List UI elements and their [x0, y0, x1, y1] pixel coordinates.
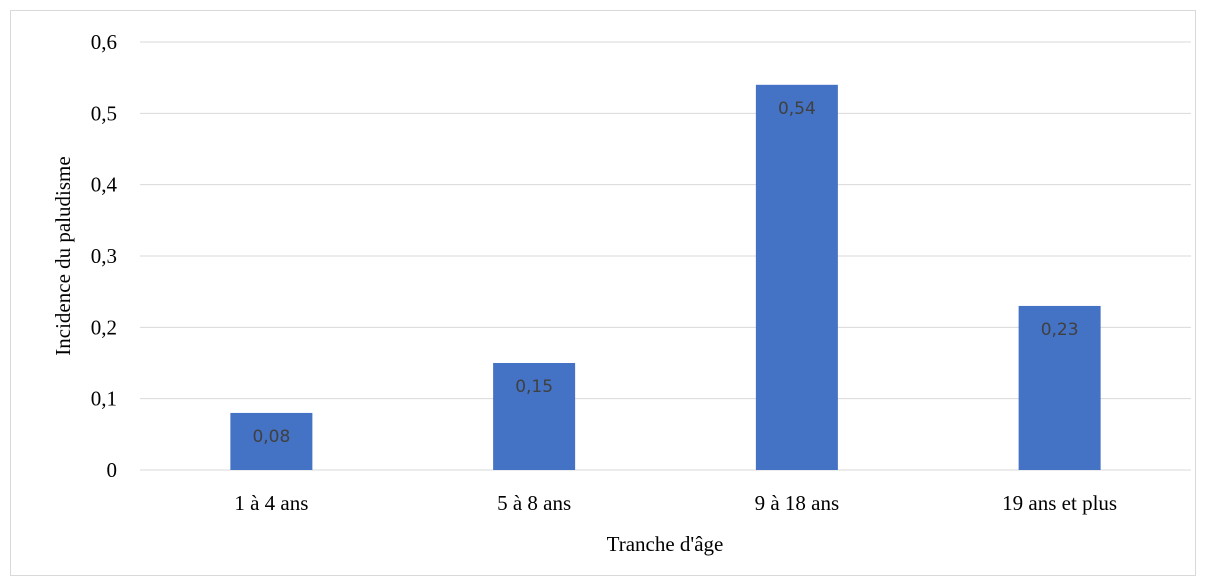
y-tick-label: 0,1 — [91, 387, 117, 411]
x-tick-label: 1 à 4 ans — [234, 491, 308, 515]
x-tick-label: 5 à 8 ans — [497, 491, 571, 515]
y-axis-title: Incidence du paludisme — [51, 156, 75, 355]
x-axis-ticks: 1 à 4 ans 5 à 8 ans 9 à 18 ans 19 ans et pl… — [234, 491, 1117, 515]
data-label: 0,15 — [515, 377, 553, 397]
bar — [1018, 305, 1101, 470]
bars — [230, 84, 1101, 471]
y-tick-label: 0,3 — [91, 244, 117, 268]
data-label: 0,54 — [778, 99, 816, 119]
bar — [493, 363, 576, 470]
y-tick-label: 0 — [107, 458, 118, 482]
x-tick-label: 9 à 18 ans — [755, 491, 840, 515]
data-label: 0,08 — [252, 427, 290, 447]
bar — [230, 412, 313, 470]
chart-frame — [10, 10, 1196, 576]
gridlines — [140, 41, 1191, 471]
y-axis-ticks: 0 0,1 0,2 0,3 0,4 0,5 0,6 — [91, 30, 118, 482]
data-label: 0,23 — [1041, 320, 1079, 340]
data-labels: 0,08 0,15 0,54 0,23 — [252, 99, 1078, 447]
y-tick-label: 0,6 — [91, 30, 117, 54]
y-tick-label: 0,4 — [91, 173, 118, 197]
x-axis-title: Tranche d'âge — [607, 532, 724, 556]
y-tick-label: 0,5 — [91, 101, 117, 125]
y-tick-label: 0,2 — [91, 315, 117, 339]
bar — [755, 84, 838, 471]
x-tick-label: 19 ans et plus — [1002, 491, 1117, 515]
